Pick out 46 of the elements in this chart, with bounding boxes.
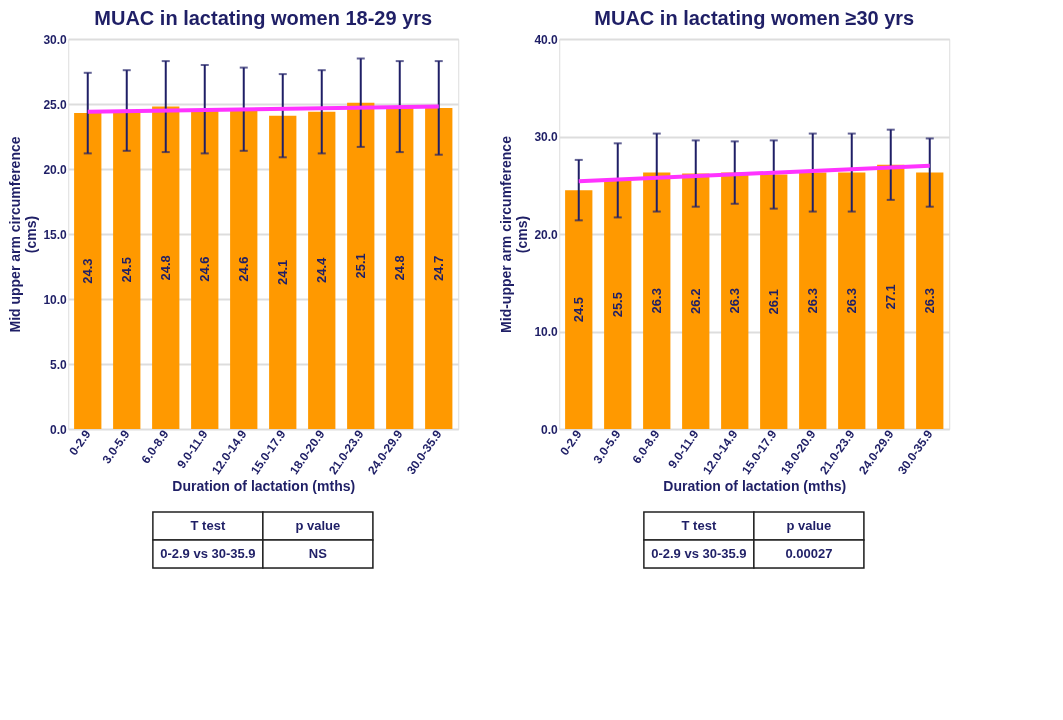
data-label: 25.1 xyxy=(352,253,368,279)
data-label: 26.3 xyxy=(921,288,937,314)
data-label: 24.5 xyxy=(570,296,586,323)
data-label: 26.1 xyxy=(765,289,781,315)
chart-title: MUAC in lactating women ≥30 yrs xyxy=(594,7,915,29)
data-label: 24.5 xyxy=(118,257,134,283)
data-label: 25.5 xyxy=(609,292,625,318)
data-label: 24.1 xyxy=(274,259,290,286)
y-tick-label: 30.0 xyxy=(43,32,68,47)
y-tick-label: 15.0 xyxy=(43,227,68,242)
data-label: 27.1 xyxy=(882,284,898,310)
data-label: 24.7 xyxy=(430,255,446,282)
data-label: 24.3 xyxy=(79,258,95,284)
text: T test xyxy=(190,518,226,533)
y-tick-label: 5.0 xyxy=(50,357,68,372)
data-label: 26.3 xyxy=(843,288,859,314)
chart-title: MUAC in lactating women 18-29 yrs xyxy=(94,7,433,29)
data-label: 26.2 xyxy=(687,288,703,314)
data-label: 24.8 xyxy=(157,255,173,281)
y-tick-label: 10.0 xyxy=(43,292,68,307)
y-tick-label: 25.0 xyxy=(43,97,68,112)
x-axis-title: Duration of lactation (mths) xyxy=(663,478,847,495)
x-axis-title: Duration of lactation (mths) xyxy=(172,478,356,495)
data-label: 24.4 xyxy=(313,256,329,284)
text: 0-2.9 vs 30-35.9 xyxy=(651,546,747,561)
y-tick-label: 10.0 xyxy=(534,325,559,339)
y-axis-title: Mid-upper arm circumference (cms) xyxy=(498,135,531,333)
y-tick-label: 0.0 xyxy=(50,422,68,437)
y-tick-label: 30.0 xyxy=(534,130,559,144)
data-label: 24.6 xyxy=(235,256,251,282)
text: T test xyxy=(681,518,717,533)
text: p value xyxy=(295,518,341,533)
text: 0-2.9 vs 30-35.9 xyxy=(160,546,256,561)
y-tick-label: 20.0 xyxy=(534,227,559,242)
data-label: 26.3 xyxy=(648,288,664,314)
data-label: 24.6 xyxy=(196,256,212,282)
data-label: 24.8 xyxy=(391,255,407,281)
text: NS xyxy=(308,546,328,561)
data-label: 26.3 xyxy=(726,288,742,314)
text: p value xyxy=(786,518,832,533)
text: 0.00027 xyxy=(785,546,833,561)
y-tick-label: 0.0 xyxy=(541,422,559,437)
y-tick-label: 20.0 xyxy=(43,162,68,177)
y-tick-label: 40.0 xyxy=(534,32,559,47)
data-label: 26.3 xyxy=(804,288,820,314)
y-axis-title: Mid upper arm circumference (cms) xyxy=(7,136,40,333)
